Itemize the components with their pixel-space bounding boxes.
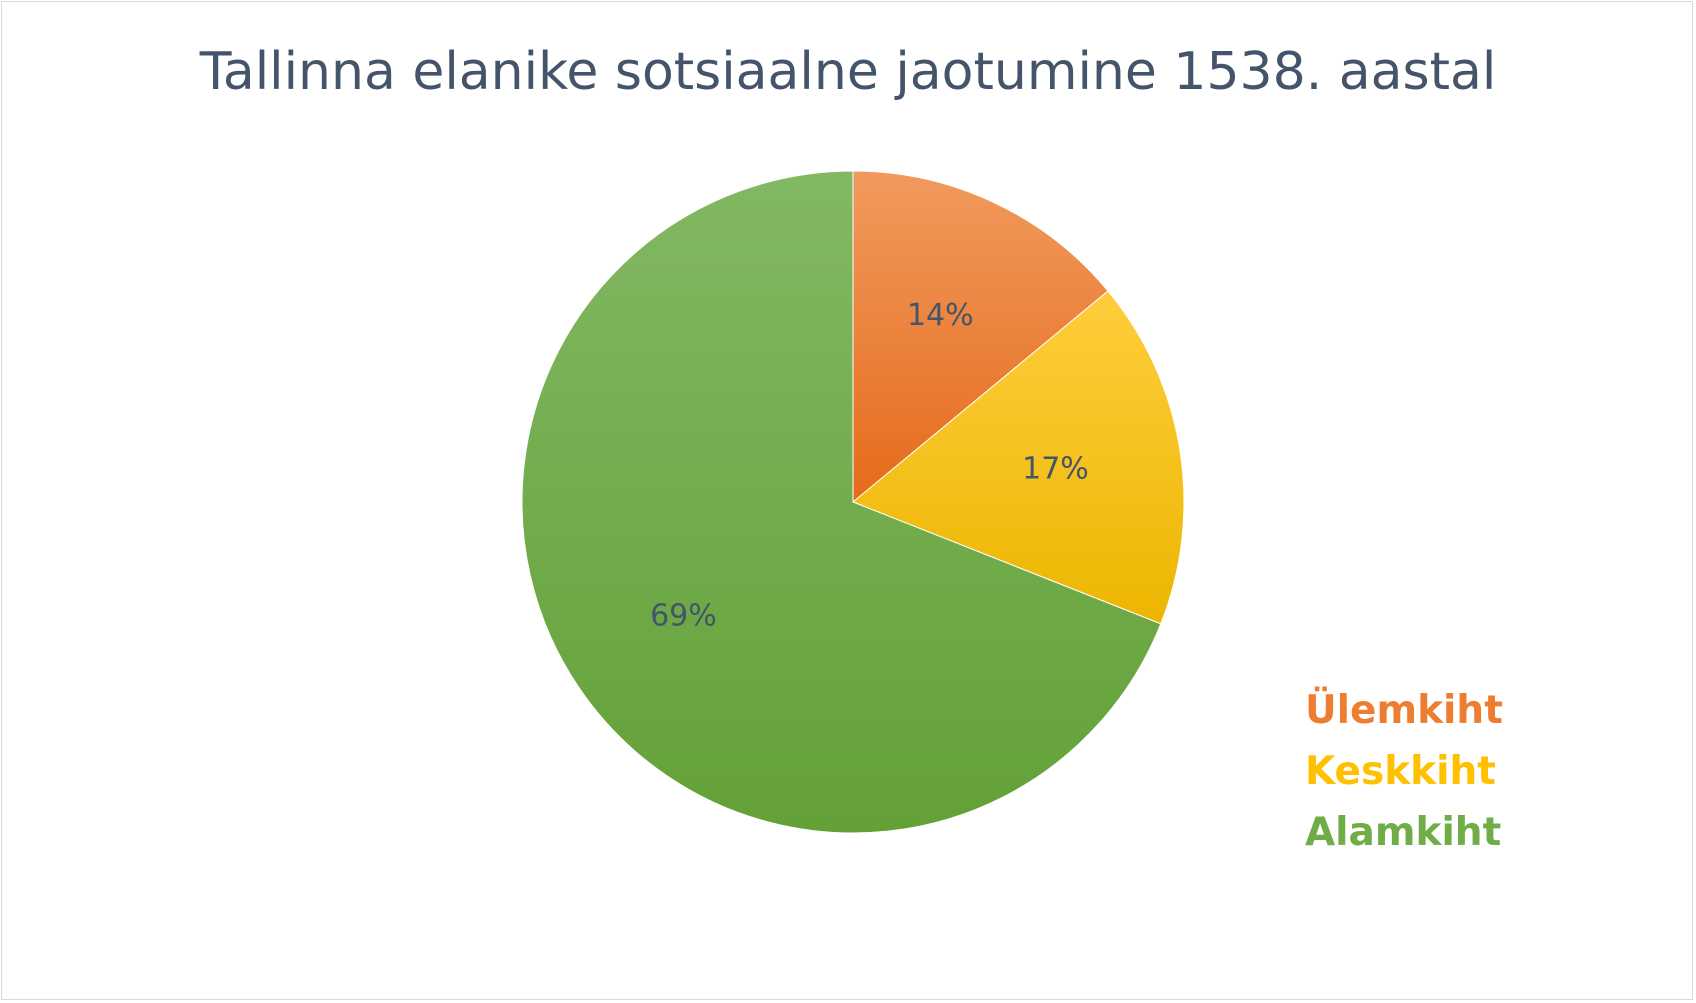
legend-entry-ulemkiht: Ülemkiht: [1305, 688, 1503, 733]
legend-entry-keskkiht: Keskkiht: [1305, 749, 1496, 794]
pie-slice-ulemkiht: [852, 170, 1109, 504]
chart-title: Tallinna elanike sotsiaalne jaotumine 15…: [199, 42, 1497, 102]
data-label-ulemkiht: 14%: [907, 298, 974, 333]
legend: Ülemkiht Keskkiht Alamkiht: [1305, 680, 1503, 863]
pie-slice-alamkiht: [521, 170, 1162, 834]
data-label-alamkiht: 69%: [650, 599, 717, 634]
data-label-keskkiht: 17%: [1022, 451, 1089, 486]
pie-slice-keskkiht: [852, 290, 1185, 625]
legend-entry-alamkiht: Alamkiht: [1305, 810, 1502, 855]
